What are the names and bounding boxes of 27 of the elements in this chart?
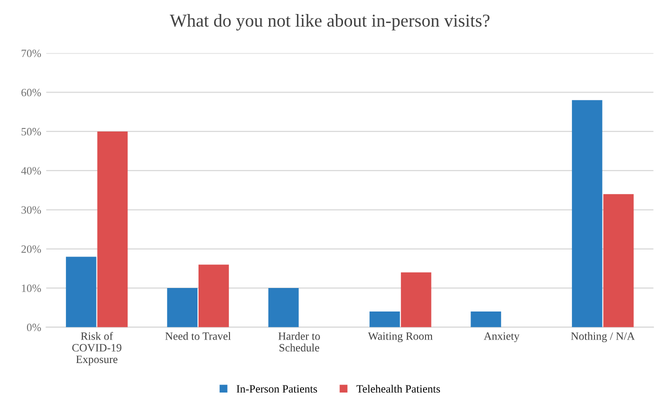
bar bbox=[66, 256, 96, 328]
bar bbox=[470, 312, 502, 328]
x-tick-label: Need to Travel bbox=[165, 332, 231, 340]
y-tick-label: 70% bbox=[22, 50, 41, 58]
x-tick-label: Harder to Schedule bbox=[278, 332, 320, 352]
legend-label: In-Person Patients bbox=[236, 385, 318, 393]
x-tick-label: Anxiety bbox=[484, 332, 520, 342]
y-tick-label: 20% bbox=[21, 245, 41, 253]
legend-label: Telehealth Patients bbox=[356, 384, 440, 393]
y-tick-label: 60% bbox=[21, 88, 41, 96]
bar bbox=[370, 312, 400, 328]
y-tick-label: 40% bbox=[21, 167, 41, 175]
bar bbox=[198, 264, 229, 328]
y-tick-label: 30% bbox=[22, 206, 41, 214]
bar bbox=[97, 131, 128, 328]
x-tick-label: Risk of COVID-19 Exposure bbox=[72, 332, 122, 366]
bar bbox=[167, 288, 198, 328]
chart-title: What do you not like about in-person visits? bbox=[170, 14, 490, 30]
x-tick-label: Waiting Room bbox=[368, 332, 433, 342]
bar bbox=[400, 272, 432, 328]
bar bbox=[603, 194, 634, 328]
y-tick-label: 0% bbox=[26, 324, 41, 332]
bar bbox=[572, 100, 602, 328]
x-tick-label: Nothing / N/A bbox=[571, 332, 635, 342]
y-tick-label: 10% bbox=[22, 284, 41, 292]
y-tick-label: 50% bbox=[22, 128, 41, 136]
bar bbox=[268, 288, 299, 328]
